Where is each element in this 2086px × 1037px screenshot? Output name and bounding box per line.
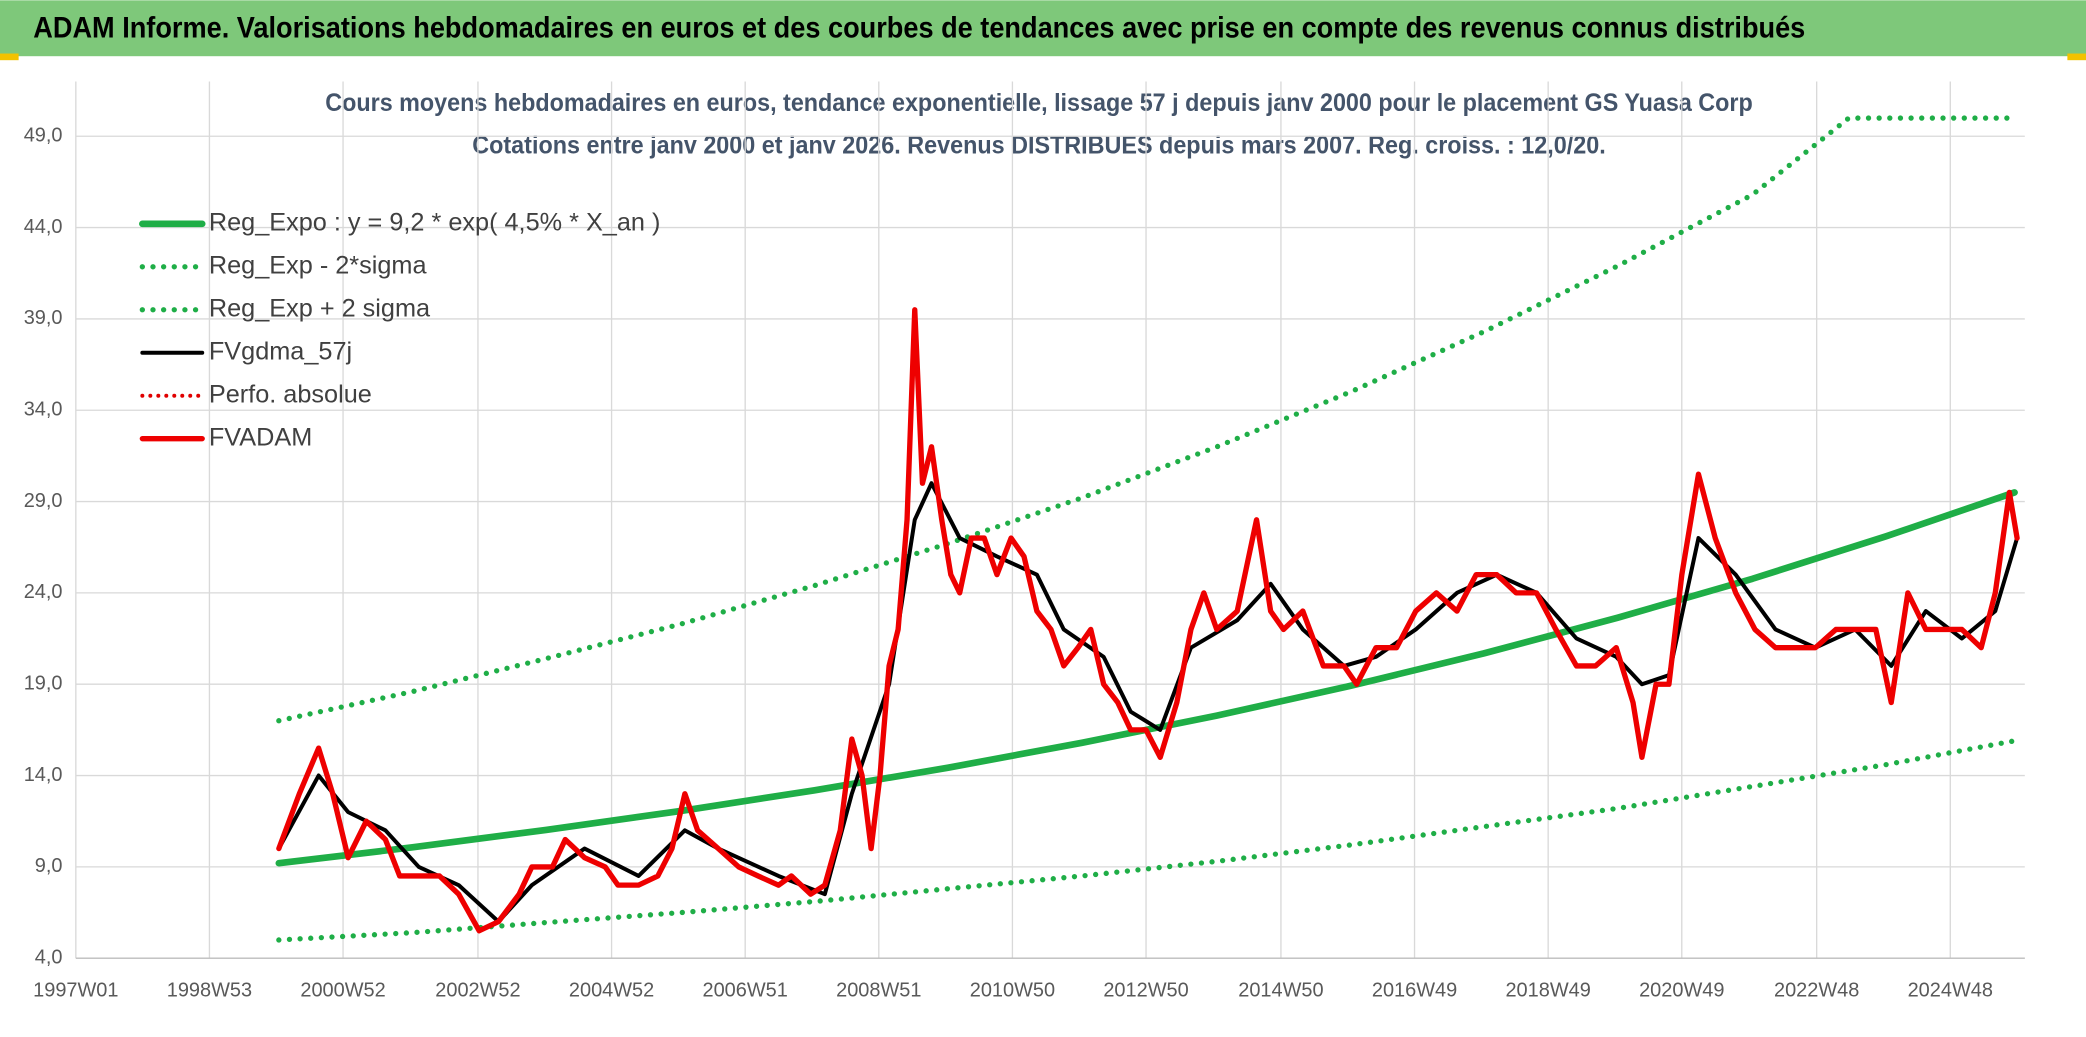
x-tick-label: 2014W50	[1238, 980, 1323, 1002]
legend-label: Reg_Exp + 2 sigma	[209, 294, 431, 322]
series-line	[276, 481, 2020, 924]
chart-title: Cours moyens hebdomadaires en euros, ten…	[325, 89, 1752, 117]
legend-label: Reg_Expo : y = 9,2 * exp( 4,5% * X_an )	[209, 208, 661, 236]
x-tick-label: 2004W52	[569, 980, 654, 1002]
x-tick-label: 2008W51	[836, 980, 921, 1002]
x-tick-label: 2012W50	[1103, 980, 1188, 1002]
header-bar	[0, 0, 2086, 57]
x-tick-label: 2022W48	[1774, 980, 1859, 1002]
x-tick-label: 1997W01	[33, 980, 118, 1002]
x-tick-label: 2010W50	[970, 980, 1055, 1002]
x-tick-label: 2002W52	[435, 980, 520, 1002]
legend-label: FVgdma_57j	[209, 337, 352, 365]
chart-subtitle: Cotations entre janv 2000 et janv 2026. …	[472, 131, 1605, 159]
corner	[2067, 53, 2086, 61]
series-line	[276, 307, 2020, 934]
y-tick-label: 9,0	[35, 855, 63, 877]
x-tick-label: 2000W52	[300, 980, 385, 1002]
header: ADAM Informe. Valorisations hebdomadaire…	[33, 12, 1805, 44]
x-tick-label: 1998W53	[167, 980, 252, 1002]
legend-label: Perfo. absolue	[209, 380, 372, 408]
series-line	[276, 738, 2018, 943]
series-line	[276, 115, 2018, 724]
y-tick-label: 19,0	[24, 672, 63, 694]
x-tick-label: 2018W49	[1505, 980, 1590, 1002]
series-line	[275, 489, 2018, 867]
y-tick-label: 24,0	[24, 581, 63, 603]
y-tick-label: 14,0	[24, 764, 63, 786]
y-tick-label: 49,0	[24, 125, 63, 147]
y-tick-label: 44,0	[24, 216, 63, 238]
legend-label: FVADAM	[209, 423, 312, 451]
x-tick-label: 2024W48	[1908, 980, 1993, 1002]
corner	[0, 53, 19, 61]
y-tick-label: 34,0	[24, 399, 63, 421]
y-tick-label: 4,0	[35, 946, 63, 968]
x-tick-label: 2020W49	[1639, 980, 1724, 1002]
y-tick-label: 39,0	[24, 307, 63, 329]
legend-label: Reg_Exp - 2*sigma	[209, 251, 428, 279]
x-tick-label: 2006W51	[703, 980, 788, 1002]
y-tick-label: 29,0	[24, 490, 63, 512]
x-tick-label: 2016W49	[1372, 980, 1457, 1002]
